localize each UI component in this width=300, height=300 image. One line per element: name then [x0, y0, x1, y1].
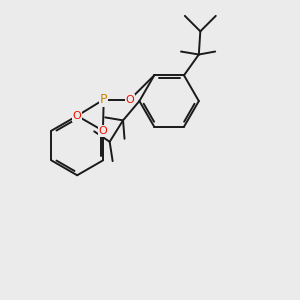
- Text: O: O: [98, 126, 107, 136]
- Text: O: O: [125, 94, 134, 105]
- Text: P: P: [100, 93, 107, 106]
- Text: O: O: [73, 111, 82, 121]
